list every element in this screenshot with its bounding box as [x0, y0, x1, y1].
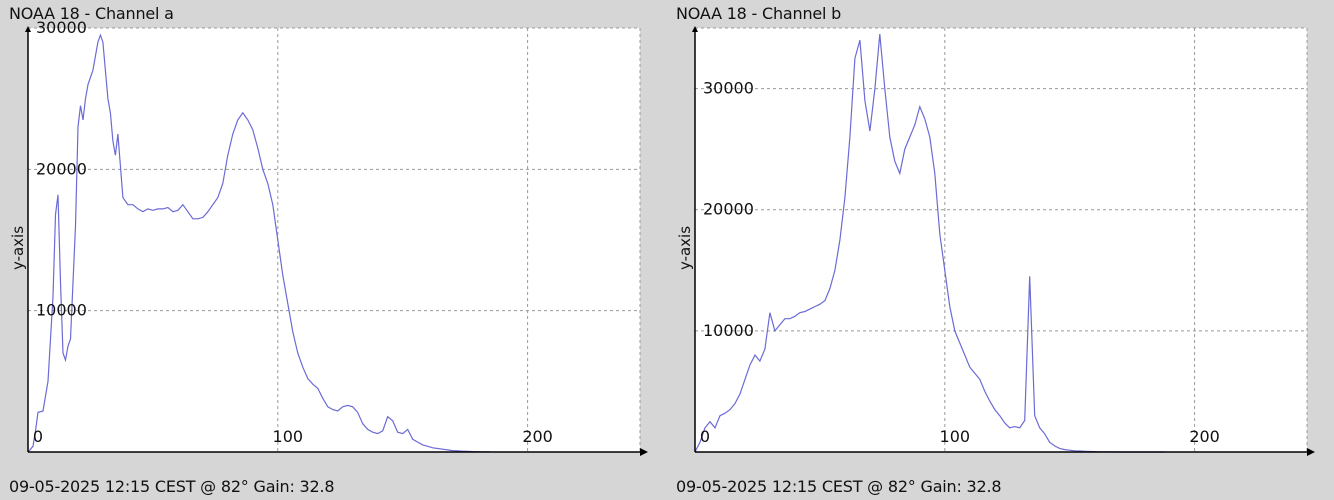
- series-line: [27, 33, 491, 453]
- chart-panel-a: NOAA 18 - Channel a y-axis 0 100 200 10000 2…: [9, 4, 648, 496]
- y-tick-label: 10000: [703, 321, 754, 340]
- y-axis-arrow: [692, 26, 698, 32]
- status-footer: 09-05-2025 12:15 CEST @ 82° Gain: 32.8: [676, 477, 1002, 496]
- y-tick-label: 10000: [36, 301, 87, 320]
- chart-title: NOAA 18 - Channel a: [9, 4, 174, 23]
- x-axis-arrow: [1307, 448, 1315, 456]
- line-chart-b: 0 100 200 10000 20000 30000: [692, 26, 1315, 456]
- x-tick-label: 0: [33, 427, 43, 446]
- chart-title: NOAA 18 - Channel b: [676, 4, 842, 23]
- plot-area: [695, 28, 1307, 452]
- y-tick-label: 20000: [36, 159, 87, 178]
- y-axis-arrow: [25, 26, 31, 32]
- status-footer: 09-05-2025 12:15 CEST @ 82° Gain: 32.8: [9, 477, 335, 496]
- x-axis-arrow: [640, 448, 648, 456]
- y-tick-label: 20000: [703, 200, 754, 219]
- x-tick-label: 0: [700, 427, 710, 446]
- x-tick-label: 100: [273, 427, 304, 446]
- plot-area: [28, 28, 640, 452]
- line-chart-a: 0 100 200 10000 20000 30000: [25, 18, 648, 456]
- y-tick-label: 30000: [703, 79, 754, 98]
- x-tick-label: 100: [940, 427, 971, 446]
- x-tick-label: 200: [522, 427, 553, 446]
- y-tick-label: 30000: [36, 18, 87, 37]
- chart-panel-b: NOAA 18 - Channel b y-axis 0 100 200 10000 2…: [667, 0, 1334, 500]
- x-tick-label: 200: [1189, 427, 1220, 446]
